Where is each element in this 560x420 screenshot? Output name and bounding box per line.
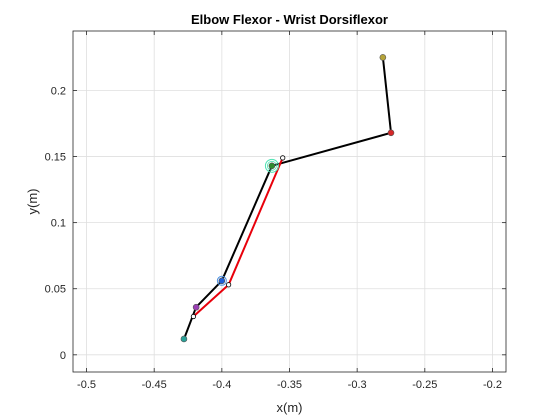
data-point-ring-inner (267, 160, 277, 171)
data-point (387, 129, 395, 137)
y-tick-label: 0.05 (45, 284, 66, 296)
data-point (180, 335, 188, 343)
y-tick-label: 0.2 (51, 85, 66, 97)
chart-title: Elbow Flexor - Wrist Dorsiflexor (191, 12, 388, 27)
y-tick-label: 0.15 (45, 152, 66, 164)
data-point-open (190, 313, 197, 320)
data-point (192, 303, 200, 311)
data-point-ring (264, 158, 279, 173)
x-tick-label: -0.2 (483, 379, 502, 391)
x-tick-label: -0.45 (142, 379, 167, 391)
marker-layer (180, 54, 395, 343)
data-point (379, 54, 387, 61)
x-tick-label: -0.5 (77, 379, 96, 391)
y-tick-label: 0.1 (51, 218, 66, 230)
data-point (268, 162, 276, 170)
y-axis-label: y(m) (25, 189, 40, 215)
y-tick-label: 0 (60, 350, 66, 362)
ticks: -0.5 -0.45 -0.4 -0.35 -0.3 -0.25 -0.2 0 0.05 0.1 0… (45, 31, 506, 391)
data-point-open (280, 155, 286, 161)
x-tick-label: -0.35 (277, 379, 302, 391)
data-point-open (226, 282, 232, 288)
grid (73, 31, 506, 372)
x-tick-label: -0.4 (212, 379, 231, 391)
data-point-ring (216, 275, 227, 286)
x-axis-label: x(m) (277, 400, 303, 415)
x-tick-label: -0.3 (348, 379, 367, 391)
series-line-1 (183, 57, 392, 340)
data-point (218, 277, 226, 285)
x-tick-label: -0.25 (412, 379, 437, 391)
